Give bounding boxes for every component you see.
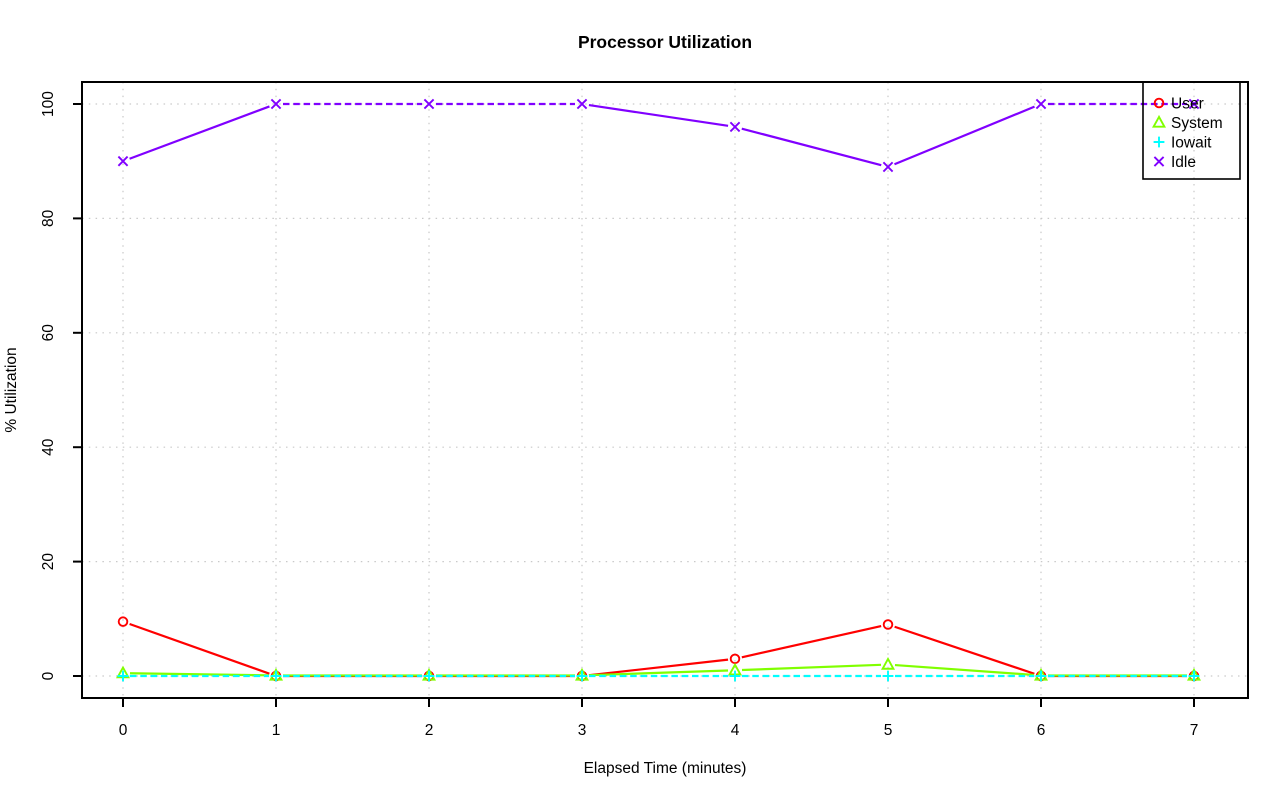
series-line-segment: [894, 105, 1035, 166]
data-point-marker: [423, 98, 435, 110]
x-tick-label: 4: [731, 722, 740, 739]
series-idle: [117, 98, 1200, 173]
x-tick-label: 1: [272, 722, 281, 739]
legend-label: System: [1171, 115, 1223, 132]
data-point-marker: [270, 98, 282, 110]
chart-title: Processor Utilization: [578, 32, 752, 52]
triangle-marker-icon: [1151, 114, 1167, 128]
plot-box: [81, 81, 1249, 699]
data-point-marker: [729, 653, 741, 665]
x-axis-title: Elapsed Time (minutes): [584, 760, 747, 777]
data-point-marker: [117, 616, 129, 627]
x-marker-icon: [1153, 156, 1165, 167]
series: [115, 98, 1202, 682]
data-point-marker: [1188, 98, 1200, 110]
series-line-segment: [894, 663, 1035, 677]
data-point-marker: [576, 98, 588, 110]
data-point-marker: [729, 121, 741, 133]
legend-box: [1142, 81, 1241, 180]
legend-item-system: System: [1151, 114, 1223, 132]
plus-marker-icon: [1153, 136, 1165, 148]
series-line-segment: [588, 103, 729, 127]
series-line-segment: [129, 105, 270, 160]
legend-label: Idle: [1171, 154, 1196, 171]
y-tick-label: 80: [40, 209, 57, 227]
data-point-marker: [117, 155, 129, 167]
y-tick-label: 0: [40, 671, 57, 680]
y-tick-label: 60: [40, 324, 57, 342]
data-point-marker: [882, 619, 894, 630]
series-user: [117, 616, 1200, 682]
data-point-marker: [1035, 670, 1047, 682]
data-point-marker: [576, 670, 588, 682]
series-line-segment: [741, 127, 882, 167]
series-iowait: [117, 670, 1200, 682]
data-point-marker: [117, 670, 129, 682]
data-point-marker: [882, 670, 894, 682]
y-tick-label: 100: [40, 91, 57, 117]
series-line-segment: [129, 622, 270, 675]
y-axis-title: % Utilization: [3, 347, 20, 432]
series-line-segment: [588, 669, 729, 677]
x-tick-label: 0: [119, 722, 128, 739]
legend-label: User: [1171, 96, 1204, 113]
x-tick-label: 7: [1190, 722, 1199, 739]
legend-item-iowait: Iowait: [1153, 135, 1212, 152]
axes: 0 20 40 60 80 100 0 1 2 3 4 5 6 7: [40, 81, 1249, 739]
series-line-segment: [894, 625, 1035, 675]
data-point-marker: [882, 161, 894, 173]
circle-marker-icon: [1153, 97, 1165, 109]
y-tick-label: 40: [40, 438, 57, 456]
data-point-marker: [270, 670, 282, 682]
data-point-marker: [1035, 98, 1047, 110]
legend-item-user: User: [1153, 96, 1204, 113]
x-tick-label: 6: [1037, 722, 1046, 739]
legend: User System Iowait Idle: [1142, 81, 1241, 180]
grid: [82, 82, 1248, 698]
data-point-marker: [729, 670, 741, 682]
x-tick-label: 5: [884, 722, 893, 739]
legend-item-idle: Idle: [1153, 154, 1196, 171]
data-point-marker: [880, 656, 896, 670]
series-line-segment: [741, 663, 882, 672]
x-tick-label: 2: [425, 722, 434, 739]
series-line-segment: [741, 624, 882, 659]
series-line-segment: [588, 658, 729, 677]
x-tick-label: 3: [578, 722, 587, 739]
legend-label: Iowait: [1171, 135, 1212, 152]
y-tick-label: 20: [40, 553, 57, 571]
data-point-marker: [1188, 670, 1200, 682]
data-point-marker: [423, 670, 435, 682]
